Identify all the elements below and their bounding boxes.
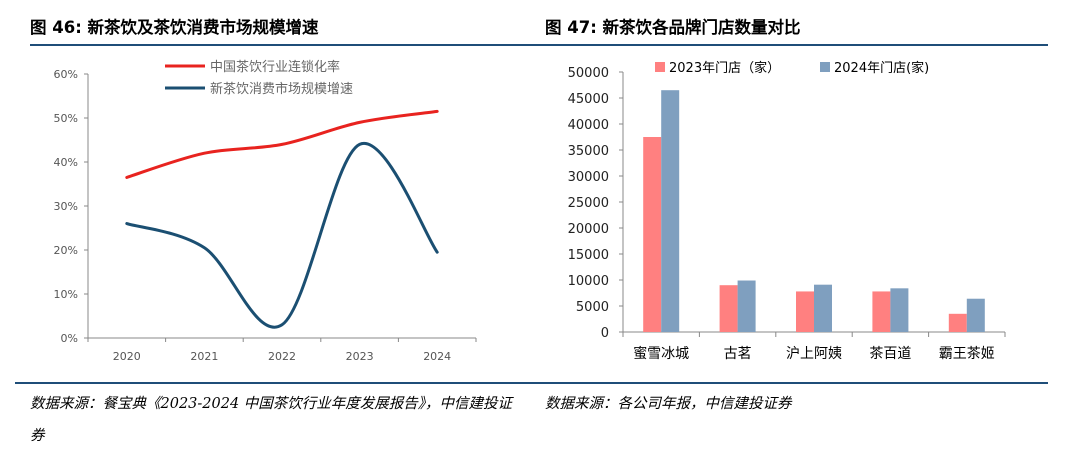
- bar-2024: [814, 284, 832, 332]
- y-tick-label: 50%: [54, 112, 78, 125]
- legend-swatch: [655, 62, 665, 72]
- bar-2023: [719, 285, 738, 332]
- x-tick-label: 2021: [190, 350, 218, 363]
- x-tick-label: 2024: [423, 350, 451, 363]
- bar-2023: [872, 291, 891, 332]
- y-tick-label: 35000: [568, 144, 609, 159]
- left-chart-title: 图 46: 新茶饮及茶饮消费市场规模增速: [30, 18, 319, 37]
- x-tick-label: 霸王茶姬: [939, 346, 995, 362]
- legend-label: 新茶饮消费市场规模增速: [210, 81, 353, 97]
- y-tick-label: 30%: [54, 200, 78, 213]
- x-tick-label: 2022: [268, 350, 296, 363]
- x-tick-label: 茶百道: [869, 346, 911, 362]
- y-tick-label: 10%: [54, 288, 78, 301]
- y-tick-label: 50000: [568, 66, 609, 81]
- source-rule: [15, 382, 1048, 384]
- right-source-note: 数据来源：各公司年报，中信建投证券: [545, 396, 792, 412]
- bar-2024: [966, 298, 985, 332]
- y-tick-label: 20%: [54, 244, 78, 257]
- x-tick-label: 蜜雪冰城: [633, 346, 689, 362]
- y-tick-label: 40000: [568, 118, 609, 133]
- y-tick-label: 60%: [54, 68, 78, 81]
- bar-2023: [948, 313, 967, 332]
- y-tick-label: 0: [601, 326, 609, 341]
- right-bar-chart: 0 5000 10000 15000 20000 25000 30000 35000 40000…: [568, 60, 1006, 362]
- y-tick-label: 20000: [568, 222, 609, 237]
- legend-swatch: [820, 62, 830, 72]
- right-chart-title: 图 47: 新茶饮各品牌门店数量对比: [545, 18, 801, 37]
- bar-2023: [796, 291, 814, 332]
- y-tick-label: 10000: [568, 274, 609, 289]
- legend-label: 2024年门店(家): [834, 60, 929, 76]
- left-line-chart: 0% 10% 20% 30% 40% 50% 60% 2020 2021 2022 2023 2024…: [54, 59, 477, 363]
- bar-2024: [890, 288, 909, 332]
- y-tick-label: 40%: [54, 156, 78, 169]
- y-tick-label: 30000: [568, 170, 609, 185]
- bar-2024: [737, 280, 756, 332]
- y-tick-label: 15000: [568, 248, 609, 263]
- bar-2023: [643, 137, 662, 332]
- y-tick-label: 25000: [568, 196, 609, 211]
- y-tick-label: 0%: [61, 332, 78, 345]
- x-tick-label: 沪上阿姨: [786, 346, 842, 362]
- legend-label: 2023年门店（家）: [669, 60, 780, 76]
- x-tick-label: 2023: [346, 350, 374, 363]
- left-source-note: 数据来源：餐宝典《2023-2024 中国茶饮行业年度发展报告》，中信建投证券: [30, 396, 513, 444]
- legend-label: 中国茶饮行业连锁化率: [210, 59, 340, 75]
- line-series-2: [125, 142, 439, 329]
- bar-2024: [661, 90, 680, 332]
- x-tick-label: 2020: [113, 350, 141, 363]
- y-tick-label: 45000: [568, 92, 609, 107]
- x-tick-label: 古茗: [724, 346, 752, 362]
- y-tick-label: 5000: [576, 300, 609, 315]
- title-rule: [30, 44, 1048, 46]
